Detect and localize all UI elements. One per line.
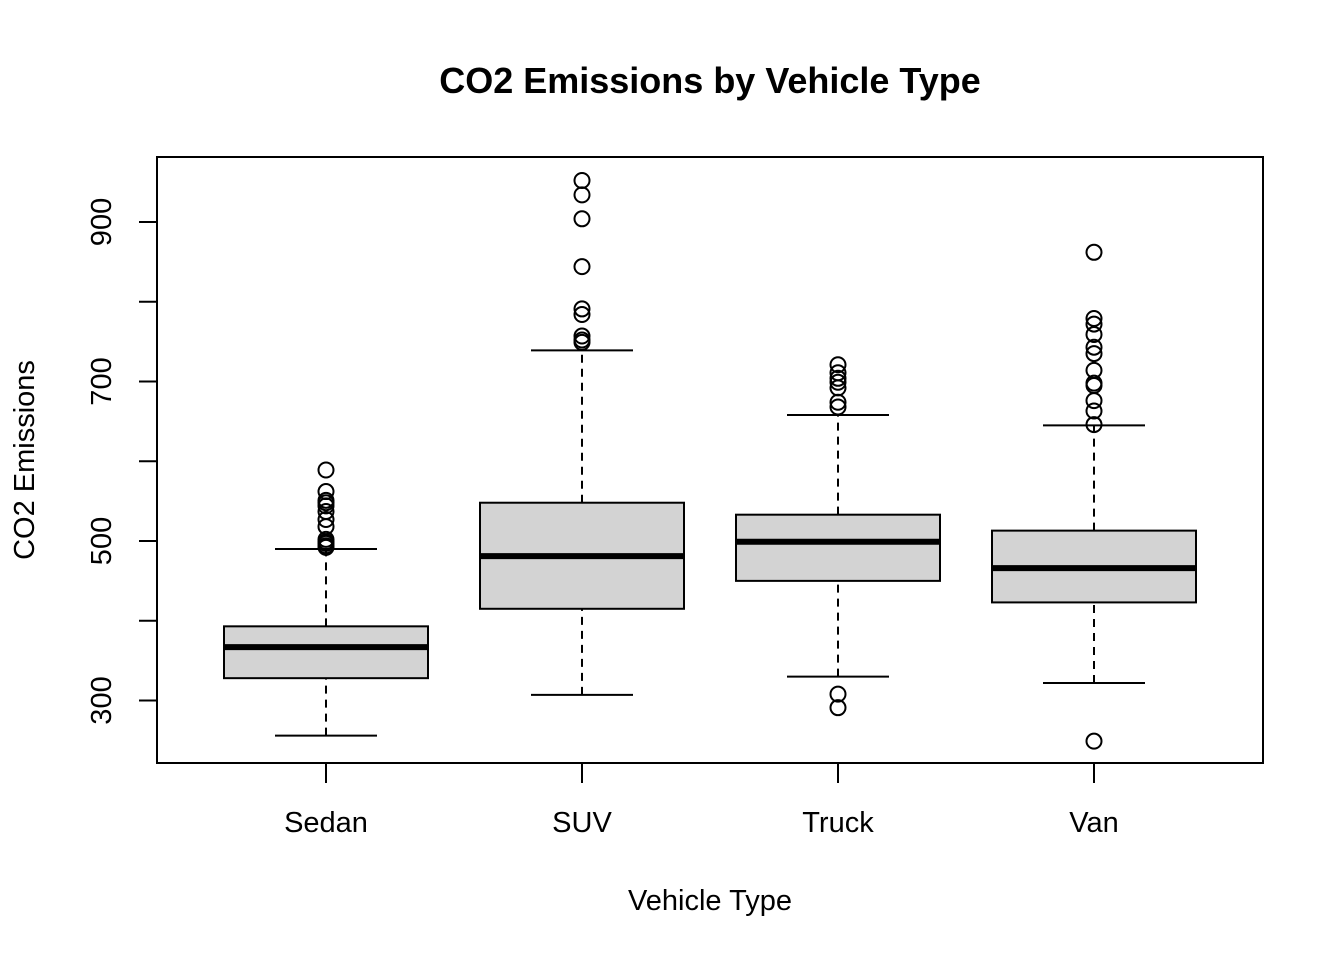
outlier-point [1085,732,1103,750]
outlier-point [829,369,847,387]
x-tick-label: SUV [552,807,612,839]
boxes-layer [223,172,1197,750]
x-tick-label: Sedan [284,807,368,839]
x-tick-label: Truck [802,807,874,839]
box-group [223,461,429,737]
outlier-point [829,685,847,703]
outlier-point [829,699,847,717]
x-axis-title: Vehicle Type [628,885,792,917]
outlier-point [1085,315,1103,333]
y-tick-label: 300 [86,676,118,724]
box-group [991,243,1197,750]
outlier-point [317,510,335,528]
outlier-point [1085,402,1103,420]
outlier-point [1085,243,1103,261]
outlier-point [573,327,591,345]
outlier-point [317,461,335,479]
outlier-point [1085,416,1103,434]
x-axis: Sedan SUV Truck Van [284,763,1119,839]
outlier-point [829,356,847,374]
outlier-point [1085,361,1103,379]
outlier-point [829,398,847,416]
outlier-point [317,530,335,548]
outlier-point [317,491,335,509]
plot-frame [156,156,1264,764]
outlier-point [1085,374,1103,392]
outlier-point [573,300,591,318]
outlier-point [573,172,591,190]
outlier-point [573,210,591,228]
outlier-point [573,306,591,324]
x-tick-label: Van [1069,807,1118,839]
box-iqr [735,513,941,582]
outlier-point [573,258,591,276]
y-axis: 300 500 700 900 [86,198,157,725]
outlier-point [1085,392,1103,410]
outlier-point [1085,338,1103,356]
y-tick-label: 900 [86,198,118,246]
outlier-point [317,502,335,520]
y-tick-label: 700 [86,357,118,405]
box-iqr [223,625,429,680]
box-group [735,356,941,717]
outlier-point [573,186,591,204]
outlier-point [1085,309,1103,327]
outlier-point [1085,345,1103,363]
box-group [479,172,685,696]
chart-title: CO2 Emissions by Vehicle Type [439,60,981,101]
y-axis-title: CO2 Emissions [9,360,41,560]
y-tick-label: 500 [86,517,118,565]
outlier-point [829,364,847,382]
outlier-point [317,483,335,501]
